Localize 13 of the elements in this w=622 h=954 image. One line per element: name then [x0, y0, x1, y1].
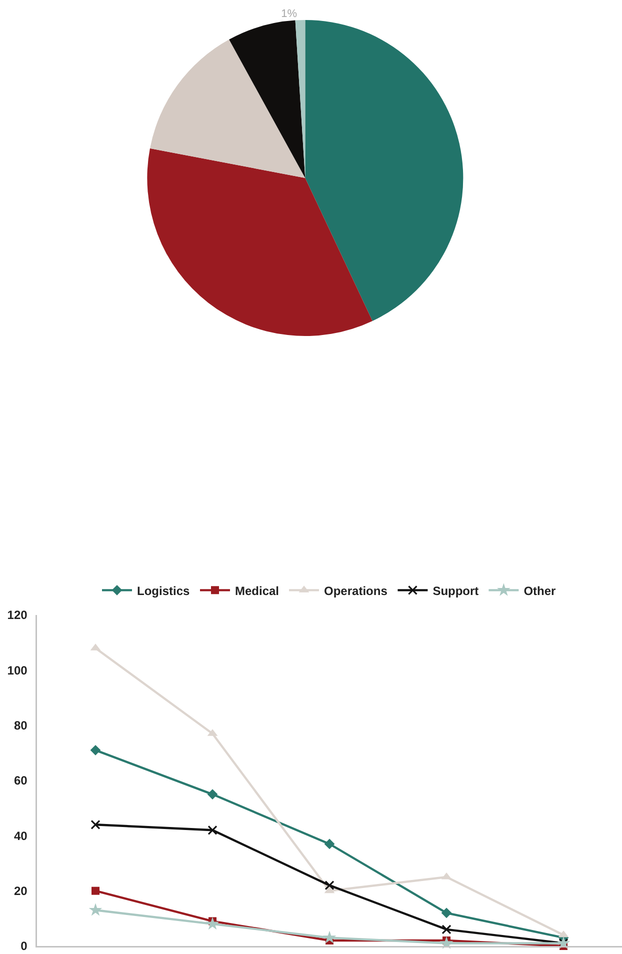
y-tick-label: 20	[14, 884, 28, 898]
y-tick-label: 40	[14, 828, 28, 843]
data-label: 1%	[281, 8, 298, 20]
y-tick-label: 0	[20, 939, 28, 954]
y-tick-label: 60	[14, 774, 28, 788]
legend-label: Medical	[235, 584, 280, 598]
y-tick-label: 120	[7, 608, 28, 622]
legend-label: Operations	[324, 584, 388, 598]
legend-label: Logistics	[137, 584, 190, 598]
y-tick-label: 80	[14, 718, 28, 733]
legend-label: Other	[524, 584, 556, 598]
legend-label: Support	[432, 584, 479, 598]
y-tick-label: 100	[7, 663, 28, 678]
